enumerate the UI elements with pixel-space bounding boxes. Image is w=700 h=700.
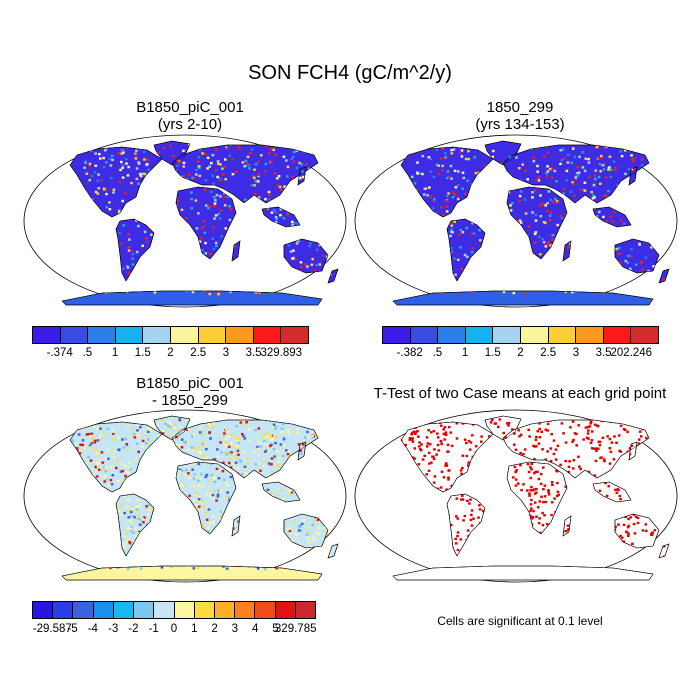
colorbar-labels-case1: -.374 .5 1 1.5 2 2.5 3 3.5 329.893 <box>32 347 309 361</box>
panel-title-case1: B1850_piC_001 (yrs 2-10) <box>30 99 350 133</box>
colorbar-tick-label: -1 <box>148 623 159 635</box>
colorbar-tick-label: .5 <box>82 347 93 359</box>
colorbar-labels-diff: -29.587 -5 -4 -3 -2 -1 0 1 2 3 4 5 329.785 <box>32 623 317 637</box>
colorbar-swatch <box>255 602 276 618</box>
colorbar-tick-label: 3.5 <box>595 347 612 359</box>
map-case1 <box>23 134 347 308</box>
land-nz <box>327 268 339 284</box>
panel-title-case2-line2: (yrs 134-153) <box>475 116 565 133</box>
colorbar-labels-case2: -.382 .5 1 1.5 2 2.5 3 3.5 202.246 <box>382 347 659 361</box>
colorbar-case2 <box>382 326 659 344</box>
colorbar-tick-label: 329.893 <box>260 347 303 359</box>
colorbar-tick-label: -.382 <box>396 347 423 359</box>
panel-title-diff: B1850_piC_001 - 1850_299 <box>30 375 350 409</box>
colorbar-tick-label: 3 <box>572 347 580 359</box>
panel-title-diff-line1: B1850_piC_001 <box>136 375 244 392</box>
colorbar-swatch <box>143 327 171 343</box>
map-ttest <box>354 409 678 583</box>
colorbar-swatch <box>33 602 54 618</box>
colorbar-tick-label: 202.246 <box>610 347 653 359</box>
colorbar-swatch <box>214 602 236 618</box>
colorbar-tick-label: 0 <box>170 623 178 635</box>
colorbar-swatch <box>93 602 114 618</box>
significance-note: Cells are significant at 0.1 level <box>437 614 603 628</box>
colorbar-tick-label: 3 <box>231 623 239 635</box>
colorbar-tick-label: 2 <box>517 347 524 359</box>
colorbar-tick-label: 1.5 <box>484 347 501 359</box>
colorbar-tick-label: 3 <box>222 347 230 359</box>
colorbar-tick-label: 2 <box>167 347 174 359</box>
colorbar-tick-label: -2 <box>128 623 139 635</box>
colorbar-swatch <box>520 327 549 343</box>
colorbar-swatch <box>253 327 282 343</box>
colorbar-tick-label: -.374 <box>46 347 73 359</box>
colorbar-swatch <box>438 327 466 343</box>
land-nz <box>658 268 670 284</box>
colorbar-tick-label: 1.5 <box>134 347 151 359</box>
colorbar-swatch <box>295 602 316 618</box>
colorbar-swatch <box>174 602 195 618</box>
colorbar-swatch <box>603 327 632 343</box>
colorbar-tick-label: 1 <box>461 347 469 359</box>
colorbar-tick-label: 329.785 <box>274 623 317 635</box>
colorbar-swatch <box>383 327 411 343</box>
colorbar-swatch <box>33 327 61 343</box>
colorbar-tick-label: 1 <box>191 623 198 635</box>
map-diff <box>23 409 347 583</box>
colorbar-tick-label: 1 <box>111 347 119 359</box>
colorbar-swatch <box>198 327 227 343</box>
colorbar-swatch <box>60 327 89 343</box>
panel-title-ttest: T-Test of two Case means at each grid po… <box>350 385 690 402</box>
colorbar-swatch <box>226 327 254 343</box>
colorbar-swatch <box>410 327 439 343</box>
panel-title-case2-line1: 1850_299 <box>486 99 554 116</box>
colorbar-swatch <box>115 327 144 343</box>
colorbar-swatch <box>275 602 296 618</box>
colorbar-swatch <box>631 327 658 343</box>
colorbar-tick-label: 5 <box>272 623 279 635</box>
panel-title-case1-line2: (yrs 2-10) <box>157 116 223 133</box>
panel-title-diff-line2: - 1850_299 <box>152 392 228 409</box>
panel-title-case2: 1850_299 (yrs 134-153) <box>360 99 680 133</box>
colorbar-tick-label: 2 <box>211 623 218 635</box>
colorbar-swatch <box>548 327 577 343</box>
colorbar-case1 <box>32 326 309 344</box>
colorbar-tick-label: -5 <box>67 623 78 635</box>
colorbar-tick-label: 2.5 <box>540 347 557 359</box>
colorbar-swatch <box>281 327 308 343</box>
colorbar-swatch <box>53 602 74 618</box>
colorbar-tick-label: -3 <box>108 623 119 635</box>
colorbar-swatch <box>170 327 199 343</box>
colorbar-swatch <box>134 602 155 618</box>
colorbar-tick-label: 3.5 <box>245 347 262 359</box>
colorbar-swatch <box>465 327 494 343</box>
map-case2 <box>354 134 678 308</box>
colorbar-tick-label: 4 <box>251 623 259 635</box>
colorbar-tick-label: .5 <box>432 347 443 359</box>
colorbar-swatch <box>235 602 256 618</box>
colorbar-tick-label: -29.587 <box>32 623 72 635</box>
colorbar-swatch <box>194 602 215 618</box>
colorbar-swatch <box>113 602 135 618</box>
panel-title-ttest-line1: T-Test of two Case means at each grid po… <box>373 385 667 402</box>
panel-title-case1-line1: B1850_piC_001 <box>136 99 244 116</box>
colorbar-swatch <box>154 602 175 618</box>
colorbar-swatch <box>576 327 604 343</box>
figure-title: SON FCH4 (gC/m^2/y) <box>248 62 452 84</box>
colorbar-swatch <box>73 602 94 618</box>
colorbar-tick-label: 2.5 <box>190 347 207 359</box>
colorbar-diff <box>32 601 316 619</box>
colorbar-swatch <box>88 327 116 343</box>
colorbar-tick-label: -4 <box>87 623 98 635</box>
colorbar-swatch <box>493 327 521 343</box>
